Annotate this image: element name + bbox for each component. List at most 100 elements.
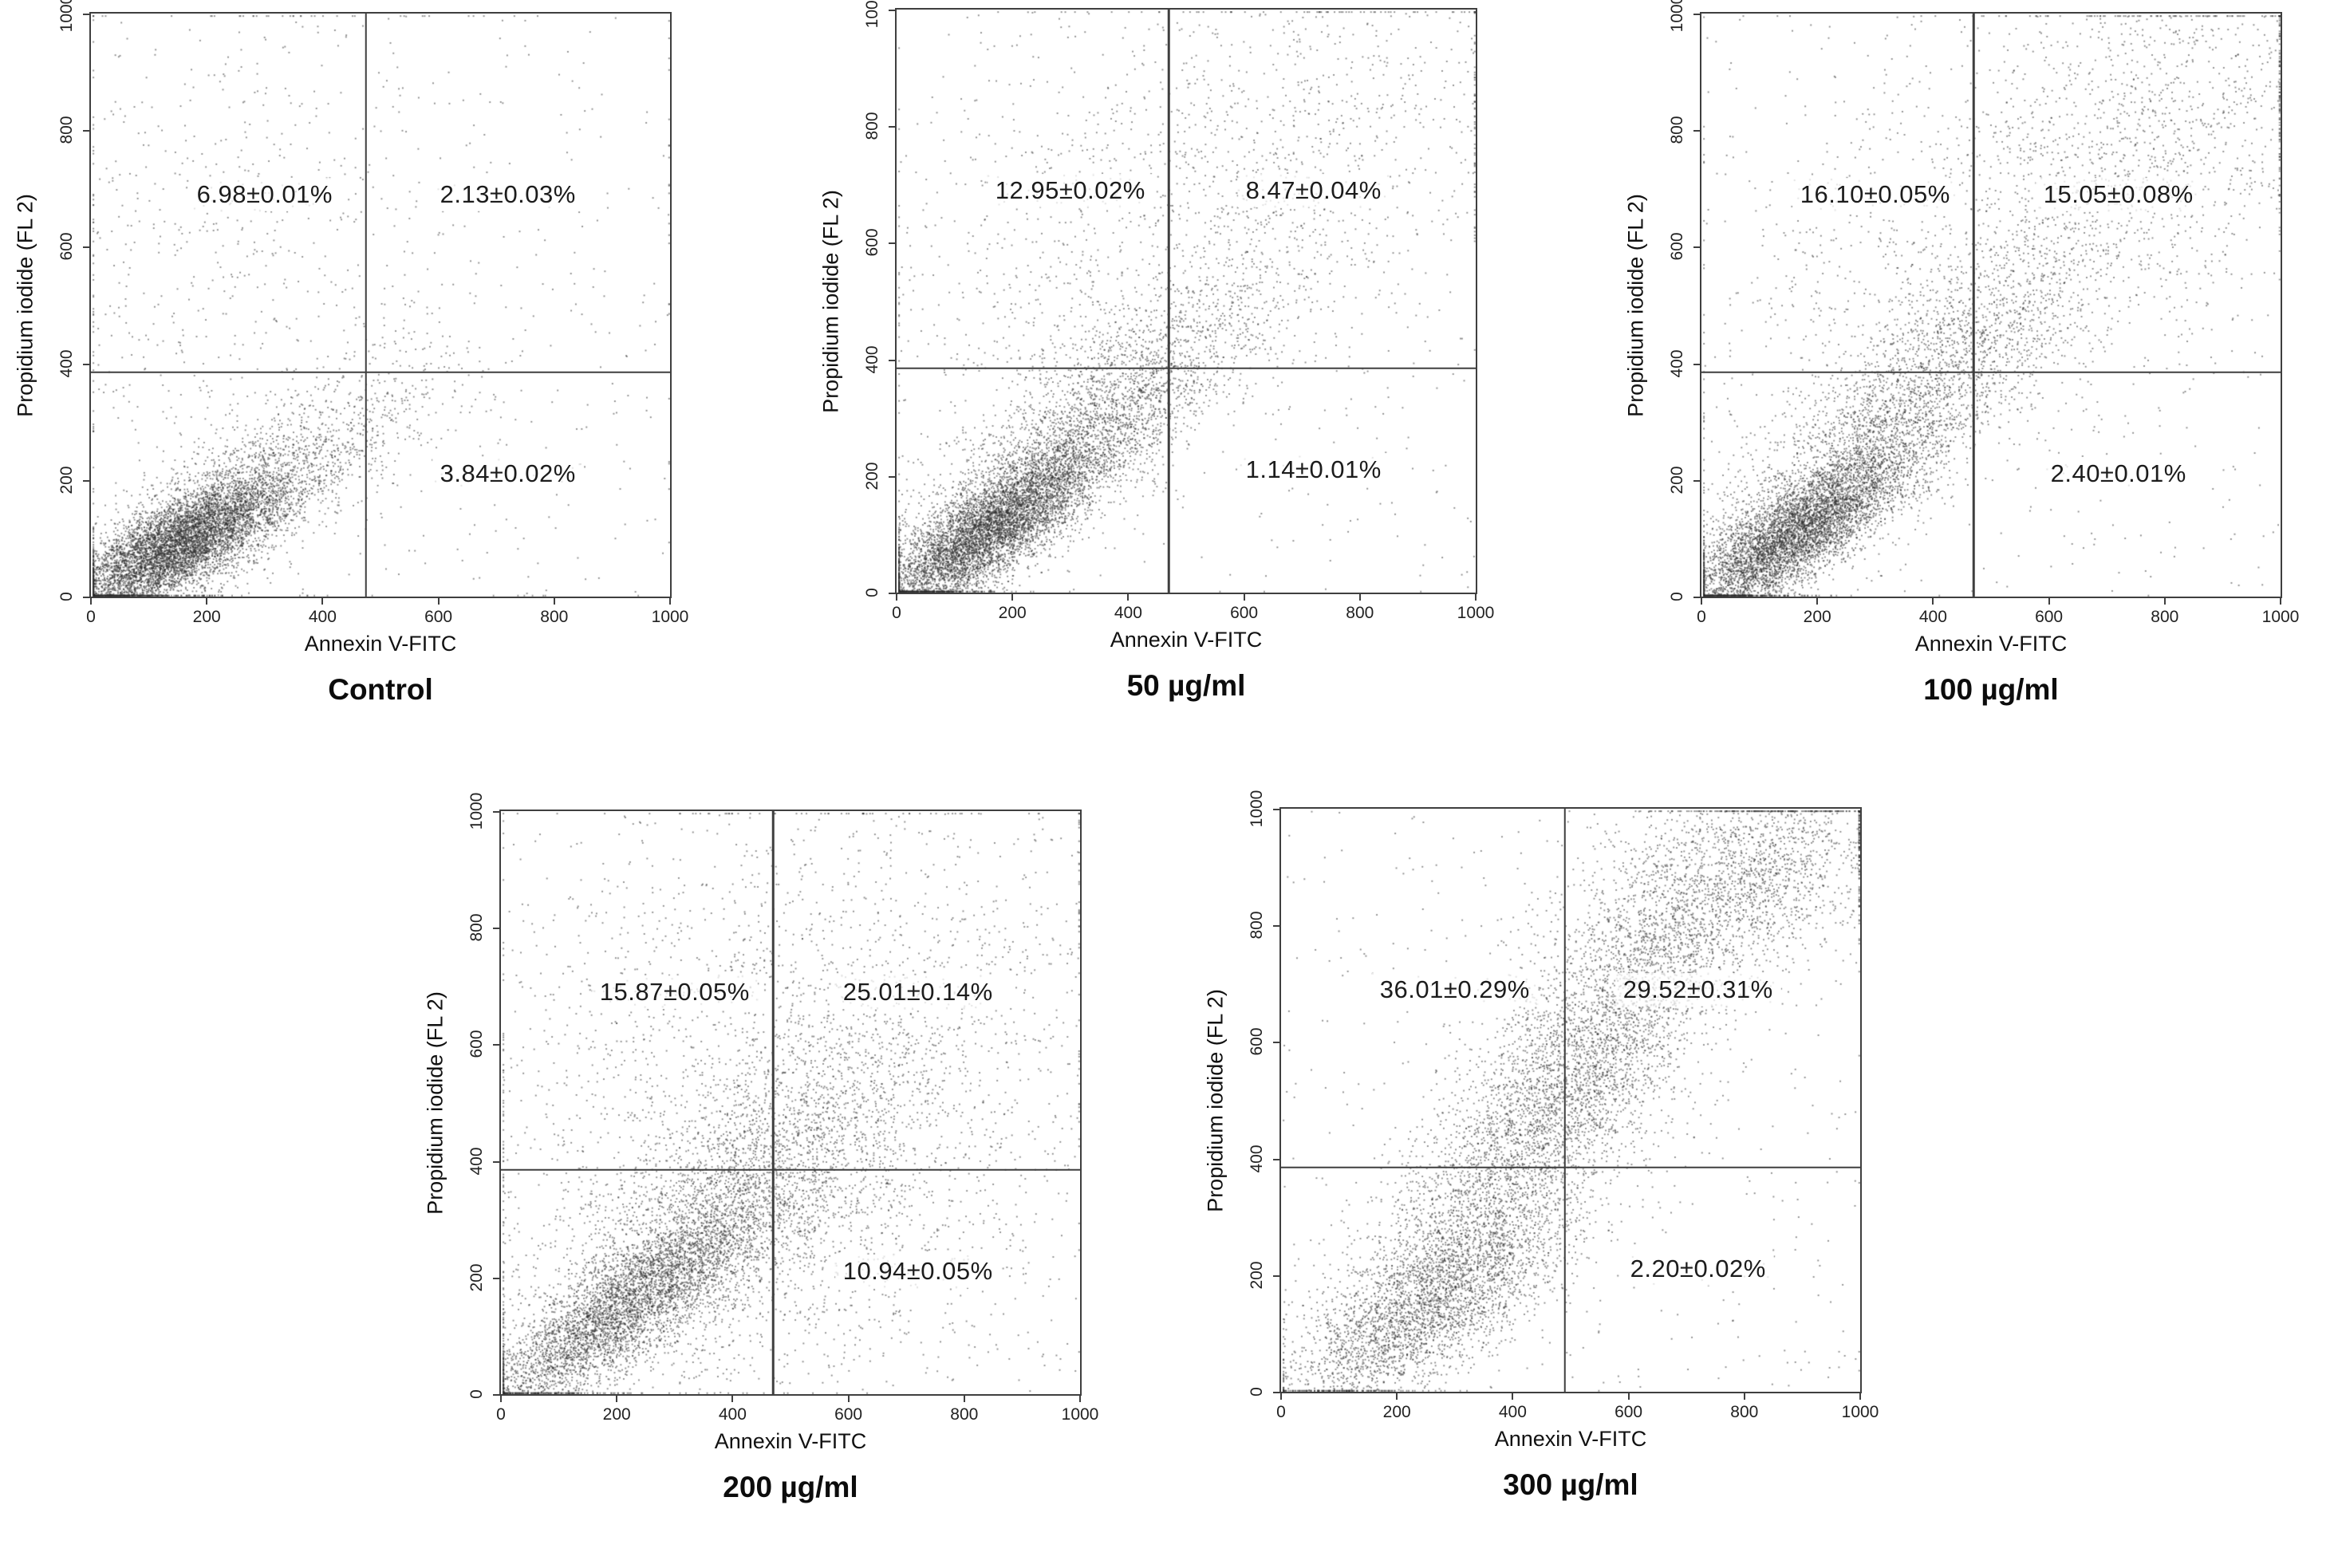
y-tick-label: 1000: [1668, 0, 1686, 33]
lower-right-quadrant-percentage: 3.84±0.02%: [432, 457, 584, 491]
x-tick-label: 0: [496, 1405, 506, 1424]
x-tick-mark: [206, 597, 208, 605]
y-tick-label: 400: [467, 1147, 486, 1176]
y-tick-mark: [1273, 1392, 1281, 1393]
y-tick-label: 800: [467, 913, 486, 942]
x-tick-label: 1000: [651, 608, 689, 626]
x-tick-mark: [553, 597, 555, 605]
x-tick-label: 400: [308, 608, 337, 626]
x-tick-label: 800: [1346, 604, 1374, 622]
y-tick-mark: [493, 1277, 501, 1279]
x-tick-label: 600: [424, 608, 453, 626]
x-tick-label: 800: [2151, 608, 2179, 626]
panel-title: Control: [328, 673, 433, 706]
x-tick-label: 0: [1697, 608, 1706, 626]
x-tick-mark: [1627, 1392, 1630, 1400]
x-tick-mark: [963, 1394, 965, 1402]
quadrant-gate-vertical-line: [1563, 809, 1566, 1392]
x-tick-mark: [437, 597, 440, 605]
panel-title: 50 µg/ml: [1126, 669, 1246, 702]
x-tick-label: 1000: [2261, 608, 2300, 626]
x-tick-label: 1000: [1061, 1405, 1099, 1424]
upper-left-quadrant-percentage: 6.98±0.01%: [188, 177, 341, 211]
y-tick-label: 800: [57, 116, 76, 144]
x-tick-label: 800: [540, 608, 569, 626]
y-tick-label: 400: [863, 345, 881, 374]
y-tick-label: 200: [1248, 1261, 1266, 1290]
y-tick-mark: [889, 126, 897, 128]
y-tick-mark: [889, 593, 897, 594]
x-tick-label: 600: [1230, 604, 1259, 622]
y-tick-mark: [493, 1160, 501, 1163]
x-tick-label: 400: [1114, 604, 1142, 622]
x-tick-mark: [1243, 593, 1245, 601]
x-axis-label: Annexin V-FITC: [1494, 1427, 1647, 1451]
x-tick-label: 1000: [1457, 604, 1495, 622]
y-tick-mark: [83, 14, 91, 15]
y-tick-mark: [1693, 363, 1701, 365]
y-tick-mark: [1693, 14, 1701, 15]
x-tick-mark: [669, 597, 671, 605]
quadrant-gate-horizontal-line: [1281, 1166, 1860, 1168]
x-tick-label: 0: [1276, 1403, 1286, 1421]
x-tick-label: 600: [834, 1405, 863, 1424]
x-tick-mark: [1396, 1392, 1398, 1400]
x-tick-mark: [1512, 1392, 1514, 1400]
x-tick-mark: [1280, 1392, 1282, 1400]
y-axis-label: Propidium iodide (FL 2): [13, 193, 37, 417]
x-tick-label: 600: [1615, 1403, 1643, 1421]
upper-left-quadrant-percentage: 12.95±0.02%: [987, 173, 1153, 207]
y-tick-mark: [493, 1044, 501, 1046]
scatter-points-canvas: [1281, 809, 1860, 1392]
x-tick-label: 800: [950, 1405, 979, 1424]
y-tick-mark: [493, 811, 501, 813]
x-tick-mark: [616, 1394, 618, 1402]
y-tick-label: 1000: [863, 0, 881, 29]
flow-cytometry-panel: 16.10±0.05% 15.05±0.08% 2.40±0.01% 0 200 4…: [1624, 0, 2300, 706]
y-tick-label: 200: [863, 462, 881, 490]
y-tick-mark: [1273, 1158, 1281, 1160]
y-tick-label: 1000: [467, 792, 486, 830]
flow-cytometry-panel: 36.01±0.29% 29.52±0.31% 2.20±0.02% 0 200 4…: [1204, 790, 1879, 1501]
flow-cytometry-panel: 12.95±0.02% 8.47±0.04% 1.14±0.01% 0 200 40…: [819, 0, 1495, 702]
scatter-points-canvas: [1701, 14, 2281, 597]
y-tick-label: 400: [57, 349, 76, 378]
x-tick-mark: [1701, 597, 1702, 605]
x-tick-mark: [1127, 593, 1130, 601]
y-tick-mark: [1273, 809, 1281, 810]
x-tick-label: 200: [1382, 1403, 1411, 1421]
y-axis-label: Propidium iodide (FL 2): [1203, 988, 1228, 1212]
x-tick-mark: [1358, 593, 1361, 601]
y-tick-mark: [493, 928, 501, 930]
lower-right-quadrant-percentage: 2.20±0.02%: [1622, 1252, 1774, 1286]
x-tick-mark: [1743, 1392, 1745, 1400]
upper-right-quadrant-percentage: 15.05±0.08%: [2035, 177, 2202, 211]
lower-right-quadrant-percentage: 2.40±0.01%: [2042, 457, 2194, 491]
quadrant-gate-horizontal-line: [501, 1168, 1080, 1171]
x-tick-label: 200: [602, 1405, 631, 1424]
x-tick-mark: [1816, 597, 1819, 605]
panel-title: 300 µg/ml: [1503, 1468, 1638, 1501]
x-tick-label: 1000: [1841, 1403, 1879, 1421]
scatter-points-canvas: [91, 14, 670, 597]
flow-cytometry-panel: 6.98±0.01% 2.13±0.03% 3.84±0.02% 0 200 400…: [14, 0, 689, 706]
upper-right-quadrant-percentage: 25.01±0.14%: [834, 975, 1001, 1009]
y-tick-label: 400: [1248, 1144, 1266, 1173]
y-tick-label: 600: [1248, 1027, 1266, 1056]
scatter-points-canvas: [897, 10, 1476, 593]
x-axis-label: Annexin V-FITC: [1914, 632, 2068, 656]
x-tick-mark: [1079, 1394, 1081, 1402]
panel-title: 200 µg/ml: [723, 1471, 858, 1503]
upper-right-quadrant-percentage: 29.52±0.31%: [1615, 972, 1781, 1007]
upper-right-quadrant-percentage: 2.13±0.03%: [432, 177, 584, 211]
x-tick-label: 200: [998, 604, 1027, 622]
y-tick-mark: [493, 1394, 501, 1396]
flow-cytometry-panel: 15.87±0.05% 25.01±0.14% 10.94±0.05% 0 200…: [424, 793, 1099, 1503]
lower-right-quadrant-percentage: 1.14±0.01%: [1237, 453, 1390, 487]
y-tick-label: 200: [57, 466, 76, 494]
x-tick-mark: [1475, 593, 1477, 601]
y-tick-label: 0: [863, 588, 881, 597]
x-tick-label: 0: [86, 608, 96, 626]
y-tick-label: 200: [1668, 466, 1686, 494]
